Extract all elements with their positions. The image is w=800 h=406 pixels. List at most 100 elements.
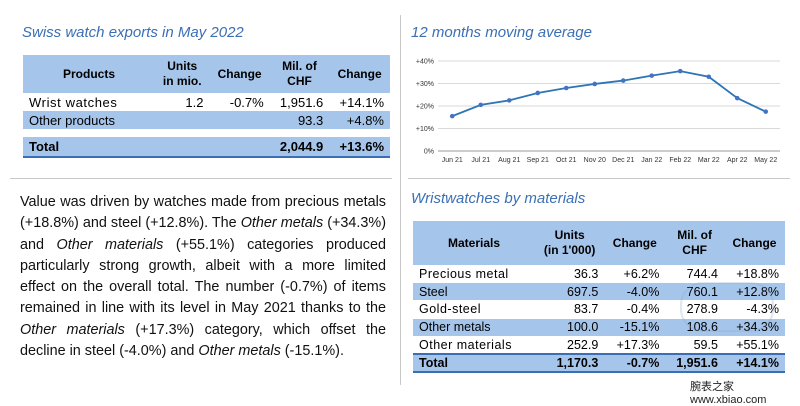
- total-units: [155, 137, 209, 157]
- x-tick-label: Jan 22: [641, 157, 662, 164]
- total-row: Total 1,170.3 -0.7% 1,951.6 +14.1%: [413, 353, 785, 373]
- row-chf-change: +4.8%: [346, 112, 384, 128]
- header-units-line2: (in 1'000): [543, 243, 596, 257]
- total-label: Total: [29, 139, 60, 154]
- left-section-divider: [10, 178, 392, 179]
- data-point: [734, 95, 740, 101]
- data-point: [478, 102, 484, 108]
- row-units: 252.9: [535, 336, 605, 355]
- data-point: [535, 90, 541, 96]
- header-units-line1: Units: [554, 228, 585, 242]
- row-chf-change: +18.8%: [723, 265, 785, 284]
- exports-table: Products Units in mio. Change Mil. of CHF …: [23, 55, 390, 158]
- summary-paragraph: Value was driven by watches made from pr…: [20, 192, 386, 362]
- row-label: Other products: [29, 112, 115, 128]
- row-units: 697.5: [535, 282, 605, 302]
- total-chf: 1,951.6: [665, 353, 724, 373]
- data-point: [649, 73, 655, 78]
- table-row: Other metals 100.0 -15.1% 108.6 +34.3%: [413, 318, 785, 337]
- table-row: Other products 93.3 +4.8%: [23, 111, 390, 129]
- paragraph-text: (+34.3%) and: [20, 215, 386, 253]
- paragraph-italic: Other metals: [240, 215, 324, 232]
- row-chf: 744.4: [665, 265, 724, 284]
- header-materials: Materials: [447, 235, 501, 250]
- row-label: Other materials: [413, 336, 535, 355]
- table-row: Gold-steel 83.7 -0.4% 278.9 -4.3%: [413, 300, 785, 319]
- table-row: Precious metal 36.3 +6.2% 744.4 +18.8%: [413, 265, 785, 284]
- header-products: Products: [62, 66, 115, 81]
- materials-title: Wristwatches by materials: [411, 190, 586, 207]
- paragraph-text: Value was driven by watches made from pr…: [20, 194, 386, 232]
- header-chf-line2: CHF: [682, 243, 707, 257]
- row-chf-change: +55.1%: [723, 336, 785, 355]
- total-units-change: -0.7%: [604, 353, 666, 373]
- y-tick-label: +20%: [416, 104, 434, 111]
- paragraph-text: (+55.1%) categories produced particularl…: [20, 236, 386, 317]
- y-tick-label: +30%: [416, 81, 434, 88]
- header-chf-line1: Mil. of: [282, 59, 317, 73]
- series-line: [451, 70, 767, 117]
- x-tick-label: Apr 22: [727, 157, 748, 164]
- row-units-change: -0.4%: [604, 300, 666, 319]
- row-units: 83.7: [535, 300, 605, 319]
- moving-average-title: 12 months moving average: [411, 24, 592, 41]
- watermark-text: 腕表之家 www.xbiao.com: [690, 381, 767, 406]
- header-units-line2: in mio.: [162, 74, 202, 88]
- row-label: Gold-steel: [413, 300, 535, 319]
- x-tick-label: Jul 21: [471, 157, 490, 164]
- header-units-change: Change: [217, 66, 262, 81]
- paragraph-text: (-15.1%).: [280, 343, 344, 360]
- row-units-change: -15.1%: [604, 318, 666, 337]
- paragraph-italic: Other metals: [198, 343, 281, 360]
- y-tick-label: +40%: [416, 59, 434, 66]
- row-units: 100.0: [535, 318, 605, 337]
- total-units: 1,170.3: [535, 353, 605, 373]
- x-tick-label: Nov 20: [584, 157, 606, 164]
- watermark-logo: [680, 282, 774, 332]
- row-units-change: -4.0%: [604, 282, 666, 302]
- header-units: Units (in 1'000): [535, 221, 604, 265]
- total-chf: 2,044.9: [279, 139, 324, 154]
- row-label: Precious metal: [413, 265, 535, 284]
- header-chf: Mil. of CHF: [665, 221, 724, 265]
- total-chf-change: +14.1%: [723, 353, 785, 373]
- right-section-divider: [408, 178, 790, 179]
- paragraph-italic: Other materials: [20, 321, 125, 338]
- x-tick-label: Dec 21: [612, 157, 634, 164]
- row-label: Steel: [413, 282, 535, 302]
- header-units-line1: Units: [167, 59, 198, 73]
- data-point: [763, 109, 769, 114]
- row-spacer: [23, 129, 390, 137]
- row-units-change: [209, 111, 269, 129]
- row-units: [155, 111, 209, 129]
- table-row: Wrist watches 1.2 -0.7% 1,951.6 +14.1%: [23, 93, 390, 111]
- x-tick-label: Aug 21: [498, 157, 520, 164]
- row-units-change: +6.2%: [604, 265, 666, 284]
- row-units: 1.2: [185, 94, 204, 110]
- table-row: Other materials 252.9 +17.3% 59.5 +55.1%: [413, 336, 785, 355]
- x-tick-label: Oct 21: [556, 157, 577, 164]
- y-tick-label: +10%: [416, 126, 434, 133]
- x-tick-label: May 22: [754, 157, 777, 164]
- header-units-change: Change: [612, 235, 657, 250]
- materials-table: Materials Units (in 1'000) Change Mil. of…: [413, 221, 785, 373]
- exports-header-row: Products Units in mio. Change Mil. of CHF …: [23, 55, 390, 93]
- header-chf-change: Change: [337, 66, 382, 81]
- row-units: 36.3: [535, 265, 605, 284]
- data-point: [677, 68, 683, 74]
- column-divider: [400, 15, 401, 385]
- data-point: [506, 98, 512, 103]
- x-tick-label: Mar 22: [698, 157, 720, 164]
- total-label: Total: [413, 353, 535, 373]
- paragraph-italic: Other materials: [56, 236, 164, 253]
- x-tick-label: Sep 21: [527, 157, 549, 164]
- paragraph-text: (+17.3%) category, which offset the decl…: [20, 321, 387, 360]
- total-chf-change: +13.6%: [339, 139, 384, 154]
- data-point: [592, 81, 598, 87]
- row-units-change: +17.3%: [604, 336, 666, 355]
- header-chf-line1: Mil. of: [677, 228, 712, 242]
- row-label: Wrist watches: [29, 94, 118, 110]
- x-tick-label: Feb 22: [669, 157, 691, 164]
- row-chf: 59.5: [665, 336, 724, 355]
- materials-header-row: Materials Units (in 1'000) Change Mil. of…: [413, 221, 785, 265]
